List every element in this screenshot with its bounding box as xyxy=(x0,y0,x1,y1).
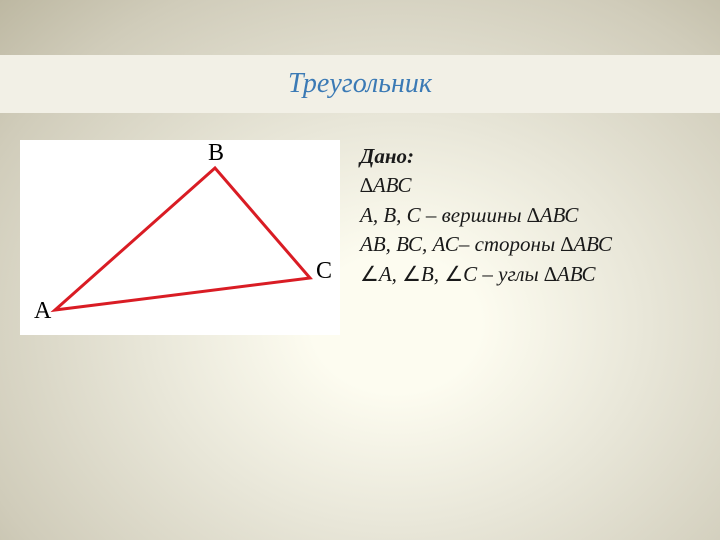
vertex-label-a: A xyxy=(34,298,52,324)
given-line-3: АВ, ВС, АС– стороны ∆АВС xyxy=(360,230,612,259)
vertex-label-b: B xyxy=(208,140,224,166)
triangle-diagram: A B C xyxy=(20,140,340,335)
page-title: Треугольник xyxy=(288,68,432,100)
triangle-svg: A B C xyxy=(20,140,340,335)
content-area: A B C Дано: ∆АВС А, В, С – вершины ∆АВС … xyxy=(20,140,700,335)
given-line-4: ∠А, ∠В, ∠С – углы ∆АВС xyxy=(360,260,612,289)
title-bar: Треугольник xyxy=(0,55,720,113)
given-block: Дано: ∆АВС А, В, С – вершины ∆АВС АВ, ВС… xyxy=(360,140,612,335)
given-line-2: А, В, С – вершины ∆АВС xyxy=(360,201,612,230)
given-heading: Дано: xyxy=(360,142,612,171)
triangle-shape xyxy=(55,168,310,310)
given-line-1: ∆АВС xyxy=(360,171,612,200)
vertex-label-c: C xyxy=(316,258,332,284)
